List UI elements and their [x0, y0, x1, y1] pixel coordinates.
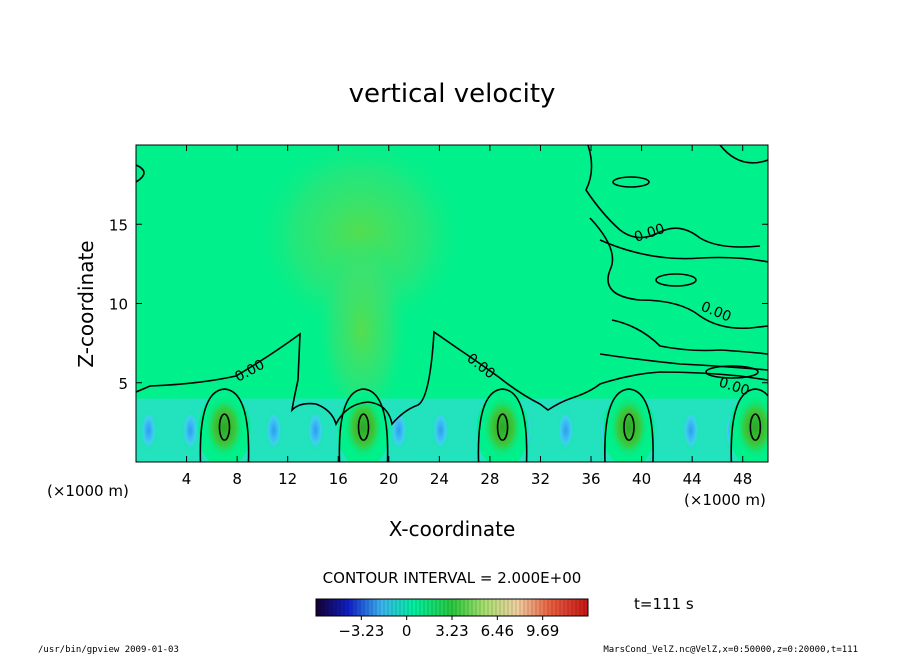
contour-right-2 [589, 217, 768, 330]
contour-lines [136, 145, 768, 462]
colorbar-tick-label: 3.23 [435, 622, 468, 640]
y-axis-ticks: 5 10 15 [109, 216, 768, 393]
x-tick-label: 8 [232, 470, 242, 488]
contour-right-4 [611, 319, 768, 355]
updraft-contour-inner [749, 413, 762, 441]
x-tick-label: 40 [632, 470, 651, 488]
updraft-core [204, 395, 245, 460]
updraft-contour-inner [357, 413, 370, 441]
x-tick-label: 24 [430, 470, 449, 488]
downdraft-cell [389, 408, 408, 453]
time-label: t=111 s [634, 595, 694, 613]
contour-top-right [719, 145, 768, 164]
chart-title: vertical velocity [349, 79, 556, 109]
x-tick-label: 4 [182, 470, 192, 488]
contour-top-left [136, 164, 145, 183]
contour-right-1 [585, 145, 761, 248]
y-tick-label: 15 [109, 216, 128, 234]
colorbar-ticks: −3.23 0 3.23 6.46 9.69 [338, 616, 559, 640]
plot-area [136, 145, 768, 462]
updraft-contour-inner [623, 413, 635, 441]
updraft-core [482, 395, 523, 460]
contour-zero-main [136, 330, 768, 427]
x-tick-label: 28 [480, 470, 499, 488]
contour-right-3 [599, 239, 768, 263]
updraft-core [608, 395, 649, 460]
updraft-contour-outer [604, 388, 654, 462]
y-axis-title: Z-coordinate [74, 240, 98, 367]
cell-contours [199, 388, 768, 462]
x-unit-label: (×1000 m) [684, 491, 766, 509]
plume-stem [314, 230, 410, 430]
y-tick-label: 5 [118, 375, 128, 393]
contour-right-5 [599, 353, 768, 371]
colorbar-tick-label: 6.46 [481, 622, 514, 640]
updraft-contour-outer [338, 388, 389, 462]
updraft-core [343, 395, 384, 460]
downdraft-cell [681, 408, 700, 453]
x-tick-label: 48 [733, 470, 752, 488]
x-axis-title: X-coordinate [389, 517, 516, 541]
colorbar-stripes [315, 599, 585, 616]
updraft-contour-inner [218, 413, 231, 441]
x-tick-label: 12 [278, 470, 297, 488]
colorbar-tick-label: 9.69 [526, 622, 559, 640]
contour-loop-a [612, 176, 650, 188]
updraft-contour-outer [199, 388, 250, 462]
contour-loop-b [655, 273, 697, 287]
colorbar: −3.23 0 3.23 6.46 9.69 [315, 598, 589, 640]
downdraft-cell [431, 408, 450, 453]
updraft-core [735, 395, 768, 460]
x-tick-label: 16 [329, 470, 348, 488]
low-level-cells [136, 392, 768, 462]
y-unit-label: (×1000 m) [47, 482, 129, 500]
downdraft-cell [306, 408, 325, 453]
colorbar-tick-label: −3.23 [338, 622, 384, 640]
downdraft-cell [181, 408, 200, 453]
updraft-contour-outer [477, 388, 528, 462]
footer-left: /usr/bin/gpview 2009-01-03 [38, 645, 179, 654]
updraft-contour-inner [496, 413, 509, 441]
x-tick-label: 20 [379, 470, 398, 488]
downdraft-cell [139, 408, 158, 453]
downdraft-cell [264, 408, 283, 453]
contour-interval-label: CONTOUR INTERVAL = 2.000E+00 [323, 569, 582, 587]
x-tick-label: 44 [683, 470, 702, 488]
contour-loop-c [705, 365, 759, 379]
footer-right: MarsCond_VelZ.nc@VelZ,x=0:50000,z=0:2000… [603, 645, 858, 654]
x-tick-label: 32 [531, 470, 550, 488]
x-tick-label: 36 [581, 470, 600, 488]
y-tick-label: 10 [109, 296, 128, 314]
colorbar-tick-label: 0 [402, 622, 412, 640]
x-axis-ticks: 4 8 12 16 20 24 28 32 36 40 44 48 [182, 145, 752, 488]
updraft-contour-outer [730, 388, 768, 462]
downdraft-cell [556, 408, 575, 453]
colorbar-fill [316, 599, 588, 616]
